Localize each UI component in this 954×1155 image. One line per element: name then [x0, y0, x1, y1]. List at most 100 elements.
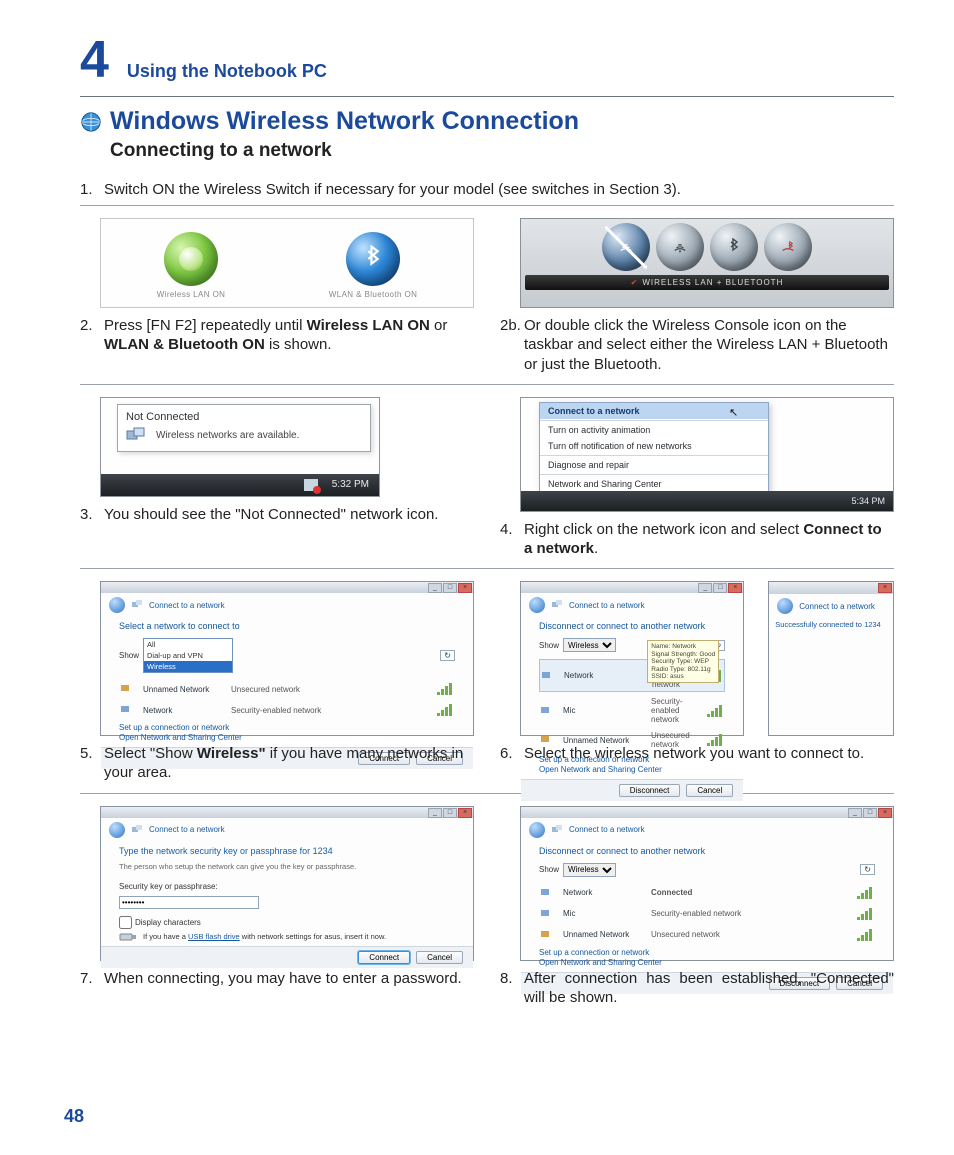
- step-7: 7.When connecting, you may have to enter…: [80, 969, 474, 988]
- chapter-label: Using the Notebook PC: [127, 61, 327, 82]
- bluetooth-icon: [346, 232, 400, 286]
- refresh-button[interactable]: ↻: [440, 650, 455, 661]
- link-sharing-center[interactable]: Open Network and Sharing Center: [119, 733, 455, 742]
- display-chars-checkbox[interactable]: [119, 916, 132, 929]
- show-label: Show: [539, 865, 559, 874]
- disconnect-button[interactable]: Disconnect: [619, 784, 681, 797]
- step-2b: 2b.Or double click the Wireless Console …: [500, 316, 894, 374]
- refresh-button[interactable]: ↻: [860, 864, 875, 875]
- net-icon: [119, 682, 135, 696]
- usb-link[interactable]: USB flash drive: [188, 932, 240, 941]
- show-dropdown[interactable]: All Dial-up and VPN Wireless: [143, 638, 233, 673]
- network-tray-icon[interactable]: [304, 479, 318, 491]
- check-icon: ✔: [631, 278, 639, 287]
- back-icon[interactable]: [109, 822, 125, 838]
- step-8: 8.After connection has been established,…: [500, 969, 894, 1007]
- dialog-prompt: Select a network to connect to: [119, 621, 455, 631]
- close-button[interactable]: ×: [728, 583, 742, 593]
- max-button[interactable]: □: [713, 583, 727, 593]
- min-button[interactable]: _: [428, 583, 442, 593]
- net-icon: [119, 703, 135, 717]
- net-icon: [539, 733, 555, 747]
- network-row[interactable]: NetworkConnected: [539, 884, 875, 902]
- window-chrome: _□×: [521, 807, 893, 818]
- taskbar: 5:32 PM: [101, 474, 379, 496]
- show-dropdown[interactable]: Wireless: [563, 863, 616, 877]
- min-button[interactable]: _: [698, 583, 712, 593]
- menu-item-animation[interactable]: Turn on activity animation: [540, 422, 768, 438]
- console-orb-bt[interactable]: [710, 223, 758, 271]
- separator: [80, 793, 894, 794]
- close-button[interactable]: ×: [458, 808, 472, 818]
- figure-connect-dialog-show: _□× Connect to a network Select a networ…: [100, 581, 474, 736]
- show-label: Show: [539, 641, 559, 650]
- display-chars-label: Display characters: [135, 918, 201, 927]
- menu-item-diagnose[interactable]: Diagnose and repair: [540, 457, 768, 473]
- back-icon[interactable]: [529, 822, 545, 838]
- step-2: 2.Press [FN F2] repeatedly until Wireles…: [80, 316, 474, 354]
- console-orb-wlan-bt-off[interactable]: [602, 223, 650, 271]
- network-icon: [131, 599, 143, 611]
- monitors-icon: [126, 427, 148, 445]
- console-orb-wlan-bt[interactable]: [764, 223, 812, 271]
- max-button[interactable]: □: [443, 583, 457, 593]
- chapter-header: 4 Using the Notebook PC: [80, 30, 894, 90]
- close-button[interactable]: ×: [458, 583, 472, 593]
- link-setup[interactable]: Set up a connection or network: [119, 723, 455, 732]
- dialog-title: Connect to a network: [149, 601, 225, 610]
- back-icon[interactable]: [777, 598, 793, 614]
- step-4: 4.Right click on the network icon and se…: [500, 520, 894, 558]
- dialog-prompt: Disconnect or connect to another network: [539, 621, 725, 631]
- dd-option-wireless[interactable]: Wireless: [144, 661, 232, 672]
- close-button[interactable]: ×: [878, 808, 892, 818]
- connect-button[interactable]: Connect: [358, 951, 410, 964]
- signal-bars-icon: [437, 683, 455, 695]
- tip-title: Not Connected: [126, 411, 362, 423]
- window-chrome: _□×: [521, 582, 743, 593]
- back-icon[interactable]: [529, 597, 545, 613]
- key-subtext: The person who setup the network can giv…: [119, 862, 455, 871]
- header-rule: [80, 96, 894, 97]
- cancel-button[interactable]: Cancel: [686, 784, 733, 797]
- globe-icon: [80, 111, 102, 133]
- back-icon[interactable]: [109, 597, 125, 613]
- max-button[interactable]: □: [443, 808, 457, 818]
- network-row[interactable]: MicSecurity-enabled network: [539, 695, 725, 726]
- page-number: 48: [64, 1106, 84, 1127]
- network-row[interactable]: Unnamed NetworkUnsecured network: [119, 680, 455, 698]
- taskbar: 5:34 PM: [521, 491, 893, 511]
- cancel-button[interactable]: Cancel: [416, 951, 463, 964]
- network-row[interactable]: NetworkSecurity-enabled network: [119, 701, 455, 719]
- min-button[interactable]: _: [428, 808, 442, 818]
- link-sharing-center[interactable]: Open Network and Sharing Center: [539, 765, 725, 774]
- link-sharing-center[interactable]: Open Network and Sharing Center: [539, 958, 875, 967]
- success-message: Successfully connected to 1234: [769, 618, 893, 631]
- show-dropdown[interactable]: Wireless: [563, 638, 616, 652]
- step-5: 5.Select "Show Wireless" if you have man…: [80, 744, 474, 782]
- dd-option-dialup[interactable]: Dial-up and VPN: [144, 650, 232, 661]
- tip-body: Wireless networks are available.: [156, 430, 299, 441]
- usb-icon: [119, 932, 137, 942]
- passphrase-input[interactable]: [119, 896, 259, 909]
- close-button[interactable]: ×: [878, 583, 892, 593]
- network-row[interactable]: MicSecurity-enabled network: [539, 905, 875, 923]
- dialog-prompt: Disconnect or connect to another network: [539, 846, 875, 856]
- max-button[interactable]: □: [863, 808, 877, 818]
- dialog-title: Connect to a network: [799, 602, 875, 611]
- balloon-tip[interactable]: Not Connected Wireless networks are avai…: [117, 404, 371, 452]
- figure-select-network: _□× Connect to a network Disconnect or c…: [520, 581, 744, 736]
- network-icon: [551, 599, 563, 611]
- dd-option-all[interactable]: All: [144, 639, 232, 650]
- console-orb-wlan[interactable]: [656, 223, 704, 271]
- link-setup[interactable]: Set up a connection or network: [539, 948, 875, 957]
- page-title: Windows Wireless Network Connection: [110, 107, 579, 136]
- fig1-label-right: WLAN & Bluetooth ON: [329, 290, 418, 299]
- figure-connected-mini: × Connect to a network Successfully conn…: [768, 581, 894, 736]
- menu-item-sharing-center[interactable]: Network and Sharing Center: [540, 476, 768, 492]
- network-row[interactable]: Unnamed NetworkUnsecured network: [539, 926, 875, 944]
- network-row[interactable]: Unnamed NetworkUnsecured network: [539, 729, 725, 751]
- menu-item-notification[interactable]: Turn off notification of new networks: [540, 438, 768, 454]
- link-setup[interactable]: Set up a connection or network: [539, 755, 725, 764]
- min-button[interactable]: _: [848, 808, 862, 818]
- network-icon: [551, 824, 563, 836]
